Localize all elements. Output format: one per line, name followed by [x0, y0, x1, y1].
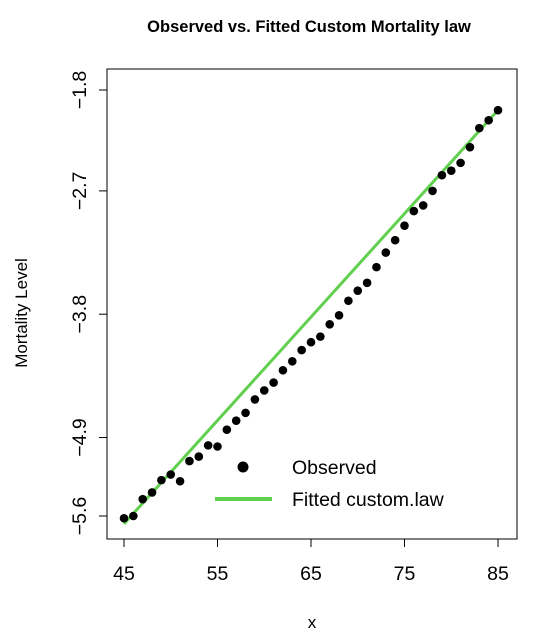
- x-tick-label: 55: [207, 563, 229, 585]
- observed-point: [194, 452, 204, 461]
- x-tick-label: 75: [394, 563, 416, 585]
- observed-point: [465, 142, 475, 152]
- y-axis: −5.6 −4.9 −3.8 −2.7 −1.8: [69, 71, 108, 536]
- y-tick-label: −4.9: [69, 418, 91, 457]
- legend-fitted-label: Fitted custom.law: [292, 489, 445, 511]
- observed-point: [325, 320, 335, 329]
- observed-point: [484, 115, 493, 125]
- observed-point: [334, 311, 344, 320]
- observed-point: [418, 201, 428, 210]
- observed-point: [297, 345, 306, 355]
- observed-point: [138, 494, 147, 504]
- x-tick-label: 65: [300, 563, 322, 585]
- observed-point: [222, 425, 232, 434]
- observed-point: [213, 442, 222, 451]
- observed-point: [390, 235, 400, 245]
- legend-observed-label: Observed: [292, 457, 377, 479]
- fitted-line: [122, 109, 500, 525]
- y-tick-label: −3.8: [69, 295, 91, 334]
- observed-point: [409, 206, 419, 216]
- observed-point: [175, 476, 185, 486]
- observed-point: [259, 386, 269, 395]
- observed-point: [157, 475, 166, 485]
- observed-point: [344, 296, 353, 306]
- x-axis: 45 55 65 75 85: [113, 538, 509, 585]
- observed-point: [278, 365, 288, 375]
- fitted-series: [122, 109, 500, 525]
- observed-point: [456, 158, 465, 168]
- y-tick-label: −1.8: [69, 71, 91, 110]
- x-axis-label: x: [308, 613, 317, 632]
- observed-point: [381, 248, 391, 257]
- legend: Observed Fitted custom.law: [215, 457, 445, 511]
- observed-point: [250, 395, 260, 404]
- x-tick-label: 45: [113, 563, 135, 585]
- observed-point: [147, 488, 157, 497]
- legend-observed-marker: [237, 461, 249, 473]
- observed-point: [288, 356, 297, 366]
- observed-point: [353, 286, 363, 295]
- observed-point: [119, 513, 129, 523]
- observed-point: [437, 170, 447, 180]
- observed-point: [316, 332, 325, 341]
- observed-point: [306, 337, 316, 347]
- observed-point: [475, 123, 484, 133]
- observed-series: [119, 105, 503, 523]
- observed-point: [241, 408, 250, 418]
- chart-title: Observed vs. Fitted Custom Mortality law: [147, 18, 471, 36]
- y-axis-label: Mortality Level: [12, 258, 31, 368]
- observed-point: [269, 378, 278, 387]
- observed-point: [362, 278, 372, 288]
- observed-point: [185, 456, 194, 466]
- observed-point: [129, 511, 138, 521]
- observed-point: [203, 441, 213, 450]
- observed-point: [446, 166, 456, 176]
- observed-point: [493, 105, 503, 115]
- y-tick-label: −5.6: [69, 497, 91, 536]
- observed-point: [231, 416, 241, 426]
- y-tick-label: −2.7: [69, 172, 91, 211]
- x-tick-label: 85: [487, 563, 509, 585]
- observed-point: [428, 186, 437, 196]
- observed-point: [372, 262, 381, 272]
- observed-point: [400, 221, 409, 230]
- observed-point: [166, 470, 176, 479]
